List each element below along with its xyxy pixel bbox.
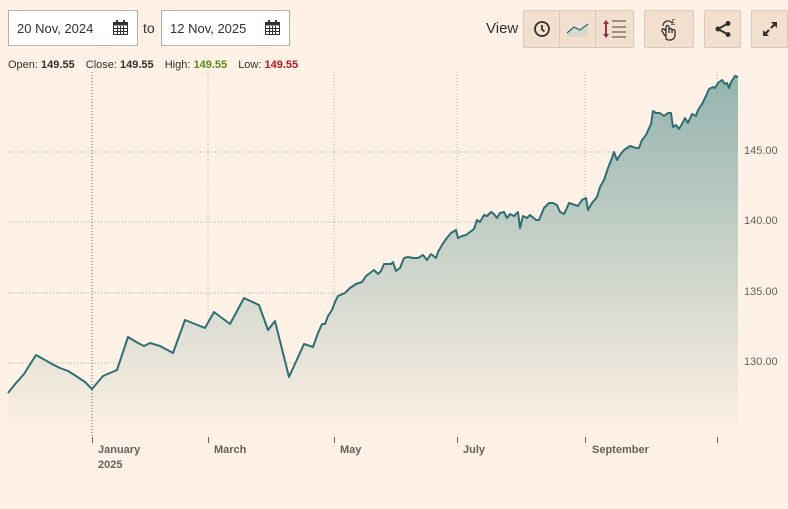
y-tick-label: 140.00 <box>744 215 778 227</box>
clock-icon <box>533 21 550 37</box>
chart-type-button[interactable] <box>560 11 596 47</box>
scale-lines-icon <box>603 20 626 38</box>
calendar-icon[interactable] <box>112 19 129 36</box>
from-date-input[interactable]: 20 Nov, 2024 <box>8 10 138 46</box>
share-icon <box>715 21 730 37</box>
from-date-value: 20 Nov, 2024 <box>17 20 94 36</box>
time-period-button[interactable] <box>524 11 560 47</box>
view-button-group <box>523 10 634 48</box>
fullscreen-button[interactable] <box>751 10 788 48</box>
open-value: 149.55 <box>41 59 75 71</box>
y-tick-label: 145.00 <box>744 145 778 157</box>
price-line[interactable] <box>7 75 739 394</box>
close-value: 149.55 <box>120 59 154 71</box>
to-date-input[interactable]: 12 Nov, 2025 <box>161 10 290 46</box>
high-value: 149.55 <box>193 59 228 71</box>
y-tick-label: 135.00 <box>744 286 778 298</box>
x-tick-label: September <box>592 444 649 456</box>
ohlc-readout: Open: 149.55 Close: 149.55 High: 149.55 … <box>8 59 306 71</box>
x-tick-label: May <box>340 444 362 456</box>
x-tick-year: 2025 <box>98 459 123 471</box>
svg-text:£: £ <box>671 18 676 27</box>
close-label: Close: <box>85 59 117 71</box>
x-tick-label: July <box>463 444 486 456</box>
calendar-icon[interactable] <box>264 19 281 36</box>
share-button[interactable] <box>704 10 741 48</box>
to-label: to <box>143 20 155 36</box>
comparison-button[interactable] <box>596 11 632 47</box>
y-tick-label: 130.00 <box>744 356 778 368</box>
expand-icon <box>762 22 777 36</box>
x-tick-label: March <box>214 444 247 456</box>
x-tick-label: January 2025 <box>98 443 140 473</box>
to-date-value: 12 Nov, 2025 <box>170 20 247 36</box>
high-label: High: <box>164 59 191 71</box>
open-label: Open: <box>8 59 38 71</box>
price-area <box>8 76 738 437</box>
interactive-mode-button[interactable]: £ <box>644 10 694 48</box>
view-label: View <box>486 20 519 37</box>
low-value: 149.55 <box>264 59 299 71</box>
low-label: Low: <box>238 59 262 71</box>
hand-pointer-icon: £ <box>661 18 676 41</box>
x-tick-month: January <box>98 444 141 456</box>
x-tick-marks <box>92 437 718 443</box>
line-chart-icon <box>566 23 588 37</box>
